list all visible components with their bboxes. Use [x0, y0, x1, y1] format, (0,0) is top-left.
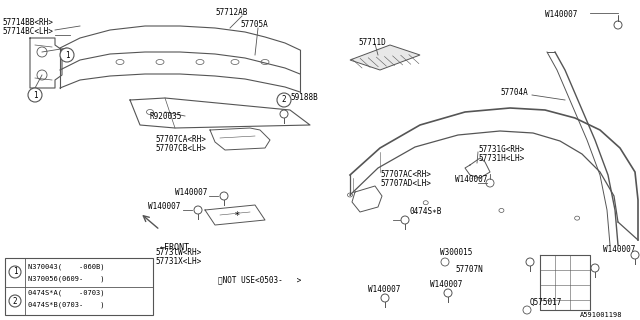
Text: Q575017: Q575017 — [530, 298, 563, 307]
Text: 5773lW<RH>: 5773lW<RH> — [155, 248, 201, 257]
Text: W140007: W140007 — [455, 175, 488, 184]
Text: 57707AC<RH>: 57707AC<RH> — [380, 170, 431, 179]
FancyBboxPatch shape — [5, 258, 153, 315]
Text: ※NOT USE<0503-   >: ※NOT USE<0503- > — [218, 275, 301, 284]
Text: 57707CA<RH>: 57707CA<RH> — [155, 135, 206, 144]
Text: A591001198: A591001198 — [580, 312, 623, 318]
Text: ←FRONT: ←FRONT — [160, 243, 190, 252]
Text: 57712AB: 57712AB — [215, 8, 248, 17]
Text: W300015: W300015 — [440, 248, 472, 257]
Circle shape — [277, 93, 291, 107]
Text: 0474S*A(    -0703): 0474S*A( -0703) — [28, 289, 104, 295]
Circle shape — [9, 266, 21, 278]
Text: 57707CB<LH>: 57707CB<LH> — [155, 144, 206, 153]
Text: W140007: W140007 — [175, 188, 207, 197]
Text: 57705A: 57705A — [240, 20, 268, 29]
Text: 2: 2 — [282, 95, 286, 105]
Circle shape — [9, 295, 21, 307]
Text: 57731G<RH>: 57731G<RH> — [478, 145, 524, 154]
Text: 1: 1 — [65, 51, 69, 60]
Polygon shape — [350, 45, 420, 70]
Text: 2: 2 — [13, 297, 17, 306]
Text: 57731X<LH>: 57731X<LH> — [155, 257, 201, 266]
Text: N370056(0609-    ): N370056(0609- ) — [28, 275, 104, 282]
Text: 57714BC<LH>: 57714BC<LH> — [2, 27, 53, 36]
Text: 0474S*B(0703-    ): 0474S*B(0703- ) — [28, 301, 104, 308]
Text: *: * — [235, 211, 239, 221]
Circle shape — [28, 88, 42, 102]
Text: 0474S∗B: 0474S∗B — [410, 207, 442, 216]
Text: W140007: W140007 — [545, 10, 577, 19]
Text: W140007: W140007 — [603, 245, 636, 254]
Text: 57714BB<RH>: 57714BB<RH> — [2, 18, 53, 27]
Text: W140007: W140007 — [148, 202, 180, 211]
Text: 57704A: 57704A — [500, 88, 528, 97]
Text: R920035: R920035 — [150, 112, 182, 121]
Text: 1: 1 — [13, 268, 17, 276]
Text: N370043(    -060B): N370043( -060B) — [28, 263, 104, 269]
Circle shape — [60, 48, 74, 62]
Text: 1: 1 — [33, 91, 37, 100]
Text: 57731H<LH>: 57731H<LH> — [478, 154, 524, 163]
Text: 57707AD<LH>: 57707AD<LH> — [380, 179, 431, 188]
Text: W140007: W140007 — [430, 280, 462, 289]
Text: 57711D: 57711D — [358, 38, 386, 47]
Text: 59188B: 59188B — [290, 93, 317, 102]
Text: 57707N: 57707N — [455, 265, 483, 274]
Text: W140007: W140007 — [368, 285, 401, 294]
